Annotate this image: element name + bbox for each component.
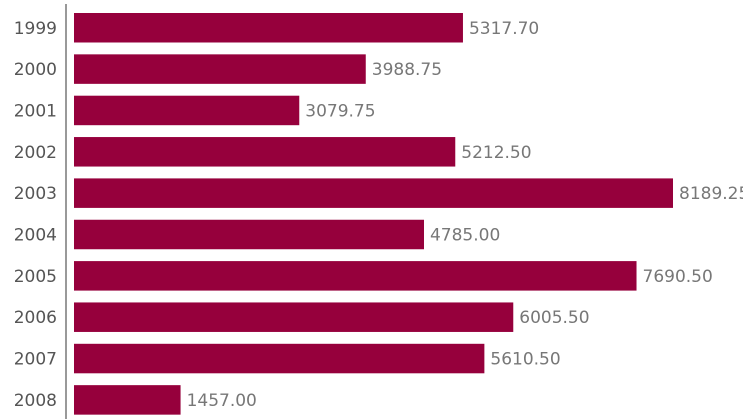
category-axis-labels: 1999 2000 2001 2002 2003 2004 2005 2006 2007 2008 [14, 19, 57, 411]
category-label-2000: 2000 [14, 60, 57, 80]
data-label-1999: 5317.70 [469, 19, 539, 39]
data-label-2000: 3988.75 [372, 60, 442, 80]
bar-2007 [74, 343, 485, 374]
data-label-2007: 5610.50 [490, 350, 560, 370]
data-label-2002: 5212.50 [461, 143, 531, 163]
category-label-2001: 2001 [14, 101, 57, 121]
category-label-2003: 2003 [14, 184, 57, 204]
category-label-2002: 2002 [14, 143, 57, 163]
bar-2008 [74, 385, 181, 415]
category-label-2007: 2007 [14, 350, 57, 370]
bar-2001 [74, 95, 300, 126]
category-label-2008: 2008 [14, 391, 57, 411]
data-label-2005: 7690.50 [643, 267, 713, 287]
bar-1999 [74, 13, 463, 43]
data-label-2004: 4785.00 [430, 226, 500, 246]
bar-2005 [74, 261, 637, 291]
data-labels-group: 5317.70 3988.75 3079.75 5212.50 8189.25 4785.… [187, 19, 743, 411]
category-label-2004: 2004 [14, 226, 57, 246]
bars-group [74, 13, 673, 415]
data-label-2006: 6005.50 [519, 308, 589, 328]
bar-2004 [74, 219, 424, 250]
data-label-2001: 3079.75 [305, 101, 375, 121]
bar-2006 [74, 302, 514, 332]
category-label-2006: 2006 [14, 308, 57, 328]
bar-2003 [74, 178, 673, 208]
bar-2000 [74, 54, 366, 84]
category-label-2005: 2005 [14, 267, 57, 287]
bar-2002 [74, 137, 456, 167]
data-label-2003: 8189.25 [679, 184, 743, 204]
data-label-2008: 1457.00 [187, 391, 257, 411]
category-label-1999: 1999 [14, 19, 57, 39]
